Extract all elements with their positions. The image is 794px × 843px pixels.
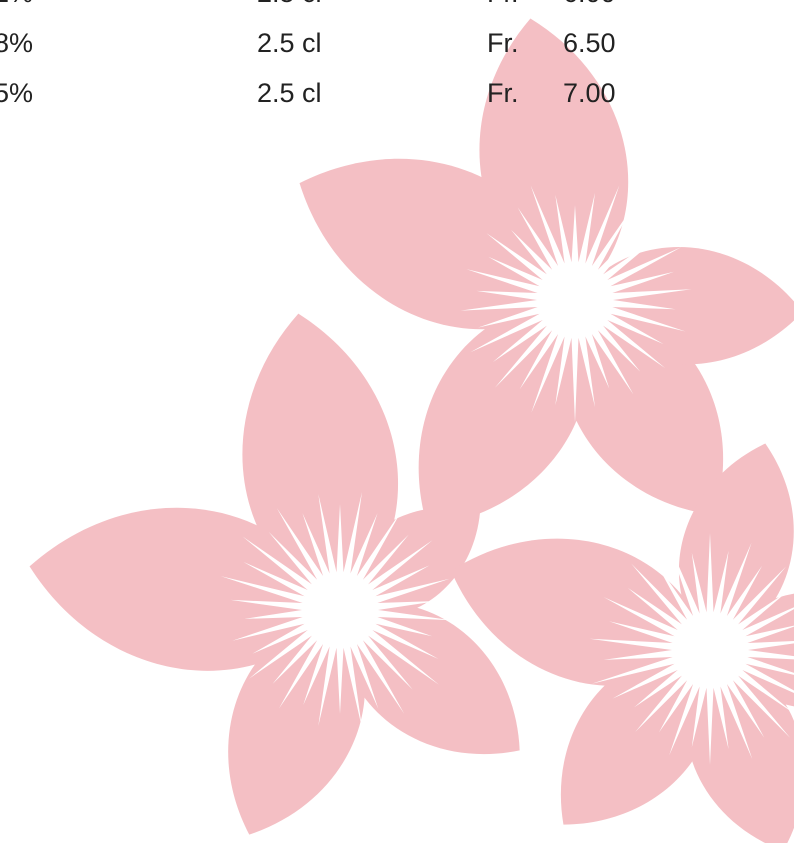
cell: 5% [0, 78, 33, 109]
table-row: 5% 2.5 cl Fr. 7.00 [0, 78, 794, 118]
cell: 7.00 [563, 78, 616, 109]
cell: Fr. [487, 28, 519, 59]
cell: 2.5 cl [257, 0, 322, 9]
cell: 6.00 [563, 0, 616, 9]
cell: 2.5 cl [257, 78, 322, 109]
cell: 2.5 cl [257, 28, 322, 59]
cell: Fr. [487, 78, 519, 109]
cell: 2% [0, 0, 33, 9]
flowers [18, 7, 794, 843]
table-row: 2% 2.5 cl Fr. 6.00 [0, 0, 794, 18]
cell: 6.50 [563, 28, 616, 59]
cell: 8% [0, 28, 33, 59]
page: 2% 2.5 cl Fr. 6.00 8% 2.5 cl Fr. 6.50 5%… [0, 0, 794, 843]
table-row: 8% 2.5 cl Fr. 6.50 [0, 28, 794, 68]
flower-decoration [0, 0, 794, 843]
cell: Fr. [487, 0, 519, 9]
